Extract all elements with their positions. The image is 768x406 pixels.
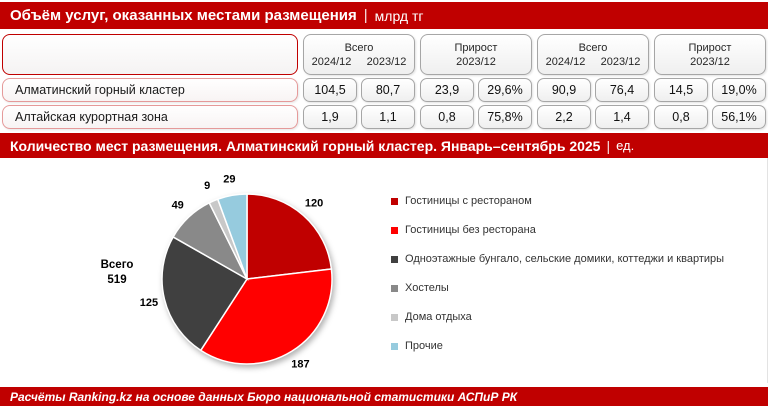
col-subheader: 2023/12 [456,55,496,68]
chart-title: Количество мест размещения. Алматинский … [10,137,601,154]
title-separator: | [363,7,368,24]
legend-item: Гостиницы с рестораном [391,195,724,207]
col-group-growth-2: Прирост 2023/12 [654,34,766,75]
pie-slice-value: 187 [291,359,309,371]
table-cell: 23,9 [420,78,474,102]
col-group-title: Прирост [454,41,498,54]
col-group-total-2: Всего 2024/12 2023/12 [537,34,649,75]
legend-swatch-icon [391,197,398,205]
pie-chart: 120 187 125 49 9 29 [140,174,333,371]
table-cell: 1,4 [595,105,649,129]
col-subheader: 2023/12 [690,55,730,68]
legend-item: Дома отдыха [391,311,724,323]
table-cell: 0,8 [420,105,474,129]
legend-label: Гостиницы с рестораном [405,195,532,207]
table-cell: 1,1 [361,105,415,129]
pie-slice [246,193,333,280]
row-label: Алматинский горный кластер [2,78,298,102]
total-value: 519 [107,273,127,286]
chart-title-unit: ед. [616,138,635,153]
table-header-row: Всего 2024/12 2023/12 Прирост 2023/12 Вс… [2,34,766,75]
table-cell: 0,8 [654,105,708,129]
chart-title-separator: | [606,137,611,154]
legend-label: Дома отдыха [405,311,472,323]
table-cell: 76,4 [595,78,649,102]
col-subheader: 2023/12 [366,55,407,68]
col-group-total-1: Всего 2024/12 2023/12 [303,34,415,75]
legend-label: Гостиницы без ресторана [405,224,536,236]
row-label: Алтайская курортная зона [2,105,298,129]
total-caption: Всего [100,259,134,271]
col-group-title: Прирост [688,41,732,54]
table-cell: 75,8% [478,105,532,129]
chart-legend: Гостиницы с рестораном Гостиницы без рест… [391,195,724,352]
table-cell: 19,0% [712,78,766,102]
pie-slice-value: 9 [204,180,210,192]
col-group-title: Всего [344,41,374,54]
pie-slice-value: 120 [305,198,323,210]
pie-slice [216,193,248,280]
col-group-title: Всего [578,41,608,54]
col-subheader: 2023/12 [600,55,641,68]
pie-chart-title-bar: Количество мест размещения. Алматинский … [0,133,768,158]
pie-slice-value: 125 [140,297,158,309]
table-cell: 56,1% [712,105,766,129]
legend-swatch-icon [391,313,398,321]
table-cell: 2,2 [537,105,591,129]
pie-slice-value: 29 [223,174,235,186]
table-cell: 29,6% [478,78,532,102]
table-cell: 104,5 [303,78,357,102]
table-cell: 90,9 [537,78,591,102]
page-title: Объём услуг, оказанных местами размещени… [10,7,357,24]
services-table: Всего 2024/12 2023/12 Прирост 2023/12 Вс… [0,29,768,129]
legend-label: Хостелы [405,282,449,294]
table-cell: 80,7 [361,78,415,102]
pie-slice-value: 49 [172,200,184,212]
col-group-growth-1: Прирост 2023/12 [420,34,532,75]
services-title-bar: Объём услуг, оказанных местами размещени… [0,2,768,29]
table-row: Алматинский горный кластер 104,5 80,7 23… [2,78,766,102]
source-footer: Расчёты Ranking.kz на основе данных Бюро… [0,387,768,406]
legend-swatch-icon [391,255,398,263]
table-cell: 1,9 [303,105,357,129]
legend-item: Гостиницы без ресторана [391,224,724,236]
legend-label: Прочие [405,340,443,352]
legend-swatch-icon [391,284,398,292]
pie-total-label: Всего 519 [84,258,150,288]
table-row: Алтайская курортная зона 1,9 1,1 0,8 75,… [2,105,766,129]
label-column-header [2,34,298,75]
pie-slice [161,235,249,352]
legend-item: Хостелы [391,282,724,294]
legend-item: Одноэтажные бунгало, сельские домики, ко… [391,253,724,265]
pie-chart-area: 120 187 125 49 9 29 Всего 519 Гостиницы с рес… [0,158,768,383]
legend-swatch-icon [391,226,398,234]
source-text: Расчёты Ranking.kz на основе данных Бюро… [10,389,518,404]
pie-slice [199,268,333,365]
table-cell: 14,5 [654,78,708,102]
col-subheader: 2024/12 [311,55,352,68]
legend-item: Прочие [391,340,724,352]
legend-label: Одноэтажные бунгало, сельские домики, ко… [405,253,725,265]
title-unit: млрд тг [374,7,424,24]
col-subheader: 2024/12 [545,55,586,68]
legend-swatch-icon [391,342,398,350]
